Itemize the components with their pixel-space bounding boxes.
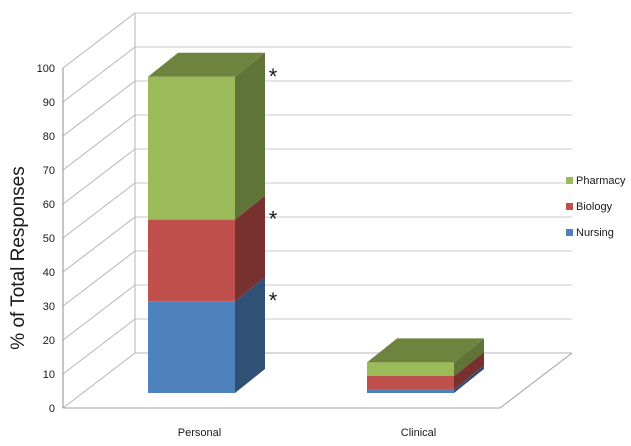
chart-annotations: * * * [269, 64, 278, 313]
bar-segment-front-pharmacy [367, 362, 454, 376]
bar-segment-side-biology [235, 195, 265, 302]
y-axis-label: % of Total Responses [8, 166, 29, 349]
y-tick-label: 90 [43, 97, 55, 109]
y-tick-label: 20 [43, 335, 55, 347]
y-tick-label: 70 [43, 165, 55, 177]
bar-segment-front-nursing [367, 389, 454, 393]
bar-segment-side-nursing [454, 365, 484, 393]
legend-label-biology: Biology [576, 201, 613, 213]
y-tick-label: 10 [43, 369, 55, 381]
bar-segment-front-biology [367, 376, 454, 390]
significance-asterisk: * [269, 207, 278, 232]
side-gridline [62, 12, 136, 69]
legend-label-nursing: Nursing [576, 227, 614, 239]
side-gridline [62, 46, 136, 103]
chart-gridlines [62, 12, 572, 409]
y-tick-label: 60 [43, 199, 55, 211]
floor-right-edge [499, 352, 573, 409]
x-tick-label: Personal [178, 427, 221, 439]
side-gridline [62, 148, 136, 205]
bar-segment-side-biology [454, 352, 484, 390]
y-tick-label: 50 [43, 233, 55, 245]
chart-legend: Pharmacy Biology Nursing [566, 175, 626, 239]
y-tick-label: 40 [43, 267, 55, 279]
legend-swatch-nursing [566, 229, 573, 236]
bar-segment-side-pharmacy [235, 52, 265, 220]
side-gridline [62, 318, 136, 375]
chart-axes: 0 10 20 30 40 50 60 70 80 90 100 Personal Clinical [37, 63, 573, 439]
x-tick-label: Clinical [401, 427, 436, 439]
side-gridline [62, 352, 136, 409]
significance-asterisk: * [269, 288, 278, 313]
bar-top-pharmacy [148, 52, 265, 77]
significance-asterisk: * [269, 64, 278, 89]
y-tick-label: 100 [37, 63, 55, 75]
side-gridline [62, 250, 136, 307]
bar-segment-front-pharmacy [148, 76, 235, 220]
side-gridline [62, 182, 136, 239]
side-gridline [62, 284, 136, 341]
side-gridline [62, 216, 136, 273]
legend-swatch-pharmacy [566, 177, 573, 184]
y-tick-label: 80 [43, 131, 55, 143]
bar-segment-side-nursing [235, 277, 265, 393]
bar-segment-front-nursing [148, 301, 235, 393]
side-gridline [62, 114, 136, 171]
bar-segment-front-biology [148, 219, 235, 302]
y-tick-label: 0 [49, 403, 55, 415]
legend-swatch-biology [566, 203, 573, 210]
legend-label-pharmacy: Pharmacy [576, 175, 626, 187]
chart-bars [148, 52, 484, 393]
side-gridline [62, 80, 136, 137]
y-tick-label: 30 [43, 301, 55, 313]
bar-top-pharmacy [367, 338, 484, 363]
bar-segment-side-pharmacy [454, 338, 484, 376]
